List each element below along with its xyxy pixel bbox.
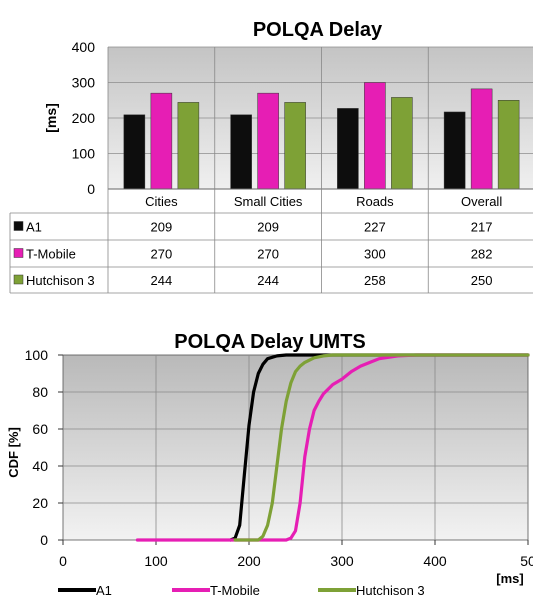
y-tick-label: 60	[32, 421, 48, 437]
chart-title: POLQA Delay UMTS	[174, 331, 366, 353]
data-table-cell: 244	[151, 273, 173, 288]
series-line	[135, 353, 530, 542]
data-table-cell: 282	[471, 247, 493, 262]
category-label: Roads	[356, 194, 394, 209]
bar	[150, 92, 173, 190]
data-table-cell: 270	[257, 247, 279, 262]
series-line	[233, 353, 530, 542]
legend-label: Hutchison 3	[356, 583, 425, 597]
bar	[257, 92, 279, 190]
y-tick-label: 40	[32, 458, 48, 474]
x-tick-label: 300	[330, 553, 354, 569]
legend-label: T-Mobile	[210, 583, 260, 597]
x-axis-label: [ms]	[496, 571, 523, 586]
y-tick-label: 400	[72, 39, 96, 55]
series-label: Hutchison 3	[26, 273, 95, 288]
data-table-cell: 217	[471, 220, 493, 235]
data-table-cell: 258	[364, 273, 386, 288]
bar	[230, 114, 252, 190]
legend-label: A1	[96, 583, 112, 597]
category-label: Small Cities	[234, 194, 303, 209]
bar	[497, 100, 520, 190]
legend-key	[13, 274, 24, 285]
data-table-cell: 209	[257, 220, 279, 235]
bar-chart: POLQA Delay 0 100 200 300 400 [ms] Cities Small …	[9, 19, 533, 294]
bar	[284, 102, 306, 190]
data-table-cell: 300	[364, 247, 386, 262]
y-tick-label: 0	[40, 532, 48, 548]
bar	[443, 111, 466, 190]
bar	[123, 114, 146, 190]
data-table-cell: 270	[151, 247, 173, 262]
series-line	[228, 353, 530, 542]
data-table-cell: 227	[364, 220, 386, 235]
x-tick-label: 400	[423, 553, 447, 569]
category-label: Cities	[145, 194, 178, 209]
x-tick-label: 50	[520, 553, 533, 569]
data-table-cell: 244	[257, 273, 279, 288]
y-tick-label: 100	[25, 347, 49, 363]
cdf-chart: POLQA Delay UMTS 0 20 40 60 80 100 0 100 200 300 40…	[6, 331, 533, 597]
x-tick-label: 0	[59, 553, 67, 569]
bar	[337, 108, 359, 190]
bar	[470, 88, 493, 190]
data-table-cell: 250	[471, 273, 493, 288]
series-label: A1	[26, 220, 42, 235]
y-axis-label: CDF [%]	[6, 427, 21, 478]
x-tick-label: 100	[144, 553, 168, 569]
y-axis-label: [ms]	[43, 103, 59, 133]
y-tick-label: 20	[32, 495, 48, 511]
category-label: Overall	[461, 194, 502, 209]
x-tick-label: 200	[237, 553, 261, 569]
bar	[364, 82, 386, 190]
y-tick-label: 100	[72, 146, 96, 162]
bar	[391, 97, 413, 190]
data-table-cell: 209	[151, 220, 173, 235]
y-tick-label: 80	[32, 384, 48, 400]
y-tick-label: 300	[72, 75, 96, 91]
y-tick-label: 200	[72, 110, 96, 126]
bar	[177, 102, 200, 190]
y-tick-label: 0	[87, 181, 95, 197]
plot-area	[62, 354, 529, 541]
legend-key	[13, 248, 24, 258]
series-label: T-Mobile	[26, 247, 76, 262]
legend-key	[13, 221, 24, 231]
chart-title: POLQA Delay	[253, 19, 383, 41]
